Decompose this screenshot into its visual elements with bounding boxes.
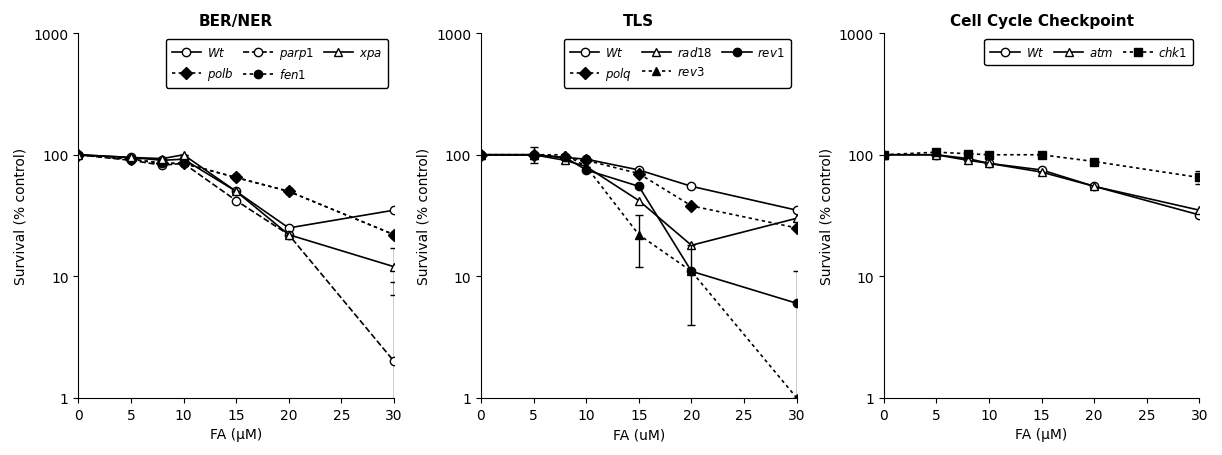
Legend: $\it{Wt}$, $\it{polq}$, $\it{rad18}$, $\it{rev3}$, $\it{rev1}$: $\it{Wt}$, $\it{polq}$, $\it{rad18}$, $\… xyxy=(563,40,791,89)
X-axis label: FA (μM): FA (μM) xyxy=(1015,427,1068,441)
Legend: $\it{Wt}$, $\it{polb}$, $\it{parp1}$, $\it{fen1}$, $\it{xpa}$: $\it{Wt}$, $\it{polb}$, $\it{parp1}$, $\… xyxy=(166,40,389,89)
Y-axis label: Survival (% control): Survival (% control) xyxy=(819,147,833,284)
X-axis label: FA (uM): FA (uM) xyxy=(612,427,665,441)
Title: Cell Cycle Checkpoint: Cell Cycle Checkpoint xyxy=(949,14,1134,29)
Legend: $\it{Wt}$, $\it{atm}$, $\it{chk1}$: $\it{Wt}$, $\it{atm}$, $\it{chk1}$ xyxy=(985,40,1194,66)
X-axis label: FA (μM): FA (μM) xyxy=(210,427,263,441)
Title: BER/NER: BER/NER xyxy=(199,14,274,29)
Y-axis label: Survival (% control): Survival (% control) xyxy=(417,147,430,284)
Y-axis label: Survival (% control): Survival (% control) xyxy=(13,147,28,284)
Title: TLS: TLS xyxy=(623,14,655,29)
